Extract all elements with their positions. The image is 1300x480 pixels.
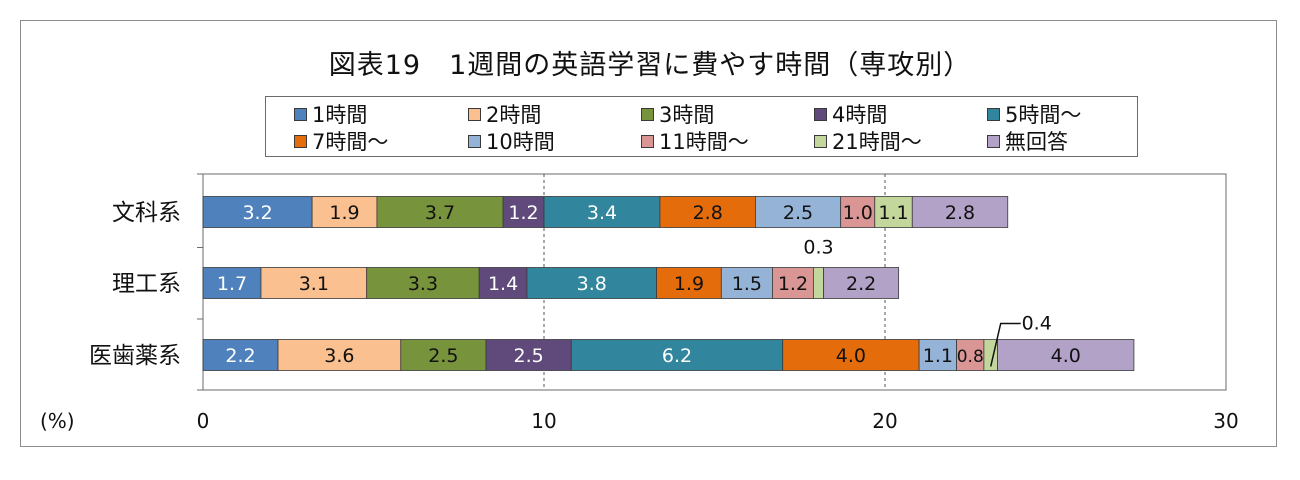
legend-label: 21時間～	[832, 130, 922, 154]
legend-label: 11時間～	[659, 130, 749, 154]
legend-item: 2時間	[468, 101, 541, 127]
data-label: 0.8	[957, 347, 984, 367]
x-tick-label: 30	[1213, 409, 1238, 433]
legend-label: 10時間	[486, 130, 555, 154]
data-label: 3.3	[408, 273, 438, 295]
bar-segment	[720, 267, 773, 299]
bar-segment	[478, 267, 528, 299]
bar-segment	[366, 267, 480, 299]
legend-item: 1時間	[294, 101, 367, 127]
data-label: 3.1	[299, 273, 329, 295]
legend-label: 4時間	[832, 103, 888, 127]
bar-segment	[526, 267, 657, 299]
data-label: 2.5	[428, 345, 458, 367]
bar-segment	[772, 267, 814, 299]
leader-line	[989, 322, 1021, 367]
bar-segment	[656, 267, 722, 299]
legend-label: 無回答	[1005, 130, 1068, 154]
bar-segment	[202, 196, 313, 228]
data-label: 3.4	[587, 202, 617, 224]
legend-item: 無回答	[987, 128, 1068, 154]
legend-item: 10時間	[468, 128, 555, 154]
legend-swatch	[987, 107, 1000, 121]
legend-item: 4時間	[814, 101, 887, 127]
category-label: 医歯薬系	[89, 343, 181, 369]
data-label: 2.8	[693, 202, 723, 224]
legend-swatch	[814, 107, 827, 121]
bar-segment	[659, 196, 756, 228]
data-label: 1.2	[508, 202, 538, 224]
bar-segment	[874, 196, 913, 228]
legend-item: 5時間～	[987, 101, 1081, 127]
category-label: 理工系	[112, 271, 181, 297]
legend-label: 1時間	[312, 103, 368, 127]
bar-segment	[840, 196, 876, 228]
data-label: 2.8	[945, 202, 975, 224]
bar-segment	[202, 339, 279, 371]
legend-swatch	[294, 107, 307, 121]
data-label: 4.0	[1051, 345, 1081, 367]
x-axis-label: (%)	[40, 409, 75, 433]
data-label: 3.7	[425, 202, 455, 224]
data-label: 2.2	[225, 345, 255, 367]
data-label: 6.2	[662, 345, 692, 367]
data-label: 1.9	[329, 202, 359, 224]
bar-segment	[543, 196, 661, 228]
chart-legend: 1時間 2時間 3時間 4時間 5時間～ 7時間～ 10時間 11時間～ 21時間～ 無回答	[265, 96, 1138, 157]
chart-frame	[20, 20, 1277, 447]
legend-item: 11時間～	[641, 128, 749, 154]
data-label: 4.0	[836, 345, 866, 367]
bar-segment	[376, 196, 504, 228]
bar-segment	[997, 339, 1135, 371]
x-tick-label: 20	[872, 409, 897, 433]
legend-swatch	[468, 107, 481, 121]
legend-label: 2時間	[486, 103, 542, 127]
bar-segment	[812, 267, 825, 299]
data-label: 1.4	[488, 273, 518, 295]
legend-swatch	[468, 134, 481, 148]
legend-item: 3時間	[641, 101, 714, 127]
legend-item: 7時間～	[294, 128, 388, 154]
data-label: 1.1	[878, 202, 908, 224]
bar-segment	[400, 339, 487, 371]
data-label: 2.5	[514, 345, 544, 367]
data-label: 2.5	[783, 202, 813, 224]
legend-label: 3時間	[659, 103, 715, 127]
bar-segment	[755, 196, 842, 228]
legend-swatch	[641, 107, 654, 121]
legend-item: 21時間～	[814, 128, 922, 154]
legend-label: 7時間～	[312, 130, 389, 154]
legend-swatch	[294, 134, 307, 148]
data-label: 1.0	[843, 202, 873, 224]
data-label: 3.6	[324, 345, 354, 367]
data-label: 1.1	[923, 345, 953, 367]
data-label: 2.2	[846, 273, 876, 295]
chart-title: 図表19 1週間の英語学習に費やす時間（専攻別）	[328, 50, 972, 81]
legend-swatch	[987, 134, 1000, 148]
data-label: 1.5	[732, 273, 762, 295]
data-label: 0.3	[803, 237, 833, 259]
data-label: 3.2	[242, 202, 272, 224]
legend-label: 5時間～	[1005, 103, 1082, 127]
bar-segment	[260, 267, 368, 299]
data-label: 1.9	[674, 273, 704, 295]
bar-segment	[311, 196, 378, 228]
x-tick-label: 0	[197, 409, 210, 433]
data-label: 3.8	[577, 273, 607, 295]
legend-swatch	[641, 134, 654, 148]
data-label: 1.2	[778, 273, 808, 295]
bar-segment	[911, 196, 1009, 228]
bar-segment	[823, 267, 900, 299]
data-label: 0.4	[1022, 313, 1052, 335]
bar-segment	[202, 267, 262, 299]
x-tick-label: 10	[531, 409, 556, 433]
category-label: 文科系	[112, 200, 181, 226]
data-label: 1.7	[217, 273, 247, 295]
legend-swatch	[814, 134, 827, 148]
